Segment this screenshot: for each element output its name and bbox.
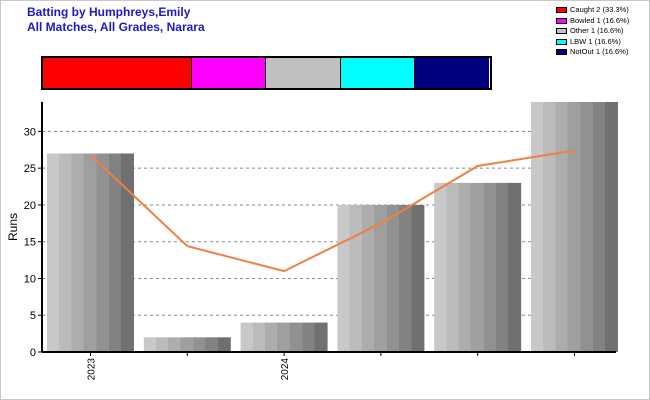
legend-swatch [556, 49, 567, 56]
dismissal-proportion-bar [41, 56, 492, 90]
title-line-1: Batting by Humphreys,Emily [27, 5, 191, 19]
legend-item-notout: NotOut 1 (16.6%) [556, 47, 629, 58]
legend-item-other: Other 1 (16.6%) [556, 26, 629, 37]
legend-label: Bowled 1 (16.6%) [570, 15, 630, 25]
legend-swatch [556, 28, 567, 35]
bar [337, 204, 425, 352]
y-axis-label: Runs [6, 213, 20, 241]
y-tick-label: 30 [24, 126, 36, 138]
legend-swatch [556, 38, 567, 45]
x-tick-label: 2024 [280, 358, 291, 381]
legend-swatch [556, 17, 567, 24]
legend-swatch [556, 7, 567, 14]
bar [240, 322, 328, 352]
y-tick-label: 15 [24, 237, 36, 249]
legend-label: LBW 1 (16.6%) [570, 36, 621, 46]
dismissal-segment-notout [415, 58, 489, 88]
legend-item-bowled: Bowled 1 (16.6%) [556, 16, 629, 27]
dismissal-segment-other [266, 58, 341, 88]
y-tick-label: 5 [30, 310, 36, 322]
legend-label: Other 1 (16.6%) [570, 26, 624, 36]
dismissal-segment-lbw [340, 58, 416, 88]
y-tick-label: 10 [24, 273, 36, 285]
dismissal-segment-caught [43, 58, 192, 88]
x-tick-label: 2023 [87, 358, 98, 381]
chart-title: Batting by Humphreys,Emily All Matches, … [27, 5, 205, 35]
legend-label: NotOut 1 (16.6%) [570, 47, 629, 57]
legend-item-caught: Caught 2 (33.3%) [556, 5, 629, 16]
title-line-2: All Matches, All Grades, Narara [27, 20, 205, 34]
y-tick-label: 25 [24, 163, 36, 175]
y-tick-label: 20 [24, 200, 36, 212]
legend-label: Caught 2 (33.3%) [570, 5, 629, 15]
legend: Caught 2 (33.3%) Bowled 1 (16.6%) Other … [556, 5, 629, 58]
bar [434, 182, 522, 352]
bar [47, 153, 134, 352]
bar [143, 337, 231, 352]
bar [531, 102, 618, 352]
legend-item-lbw: LBW 1 (16.6%) [556, 37, 629, 48]
dismissal-segment-bowled [191, 58, 267, 88]
trend-line [89, 149, 575, 273]
y-tick-label: 0 [30, 347, 36, 359]
